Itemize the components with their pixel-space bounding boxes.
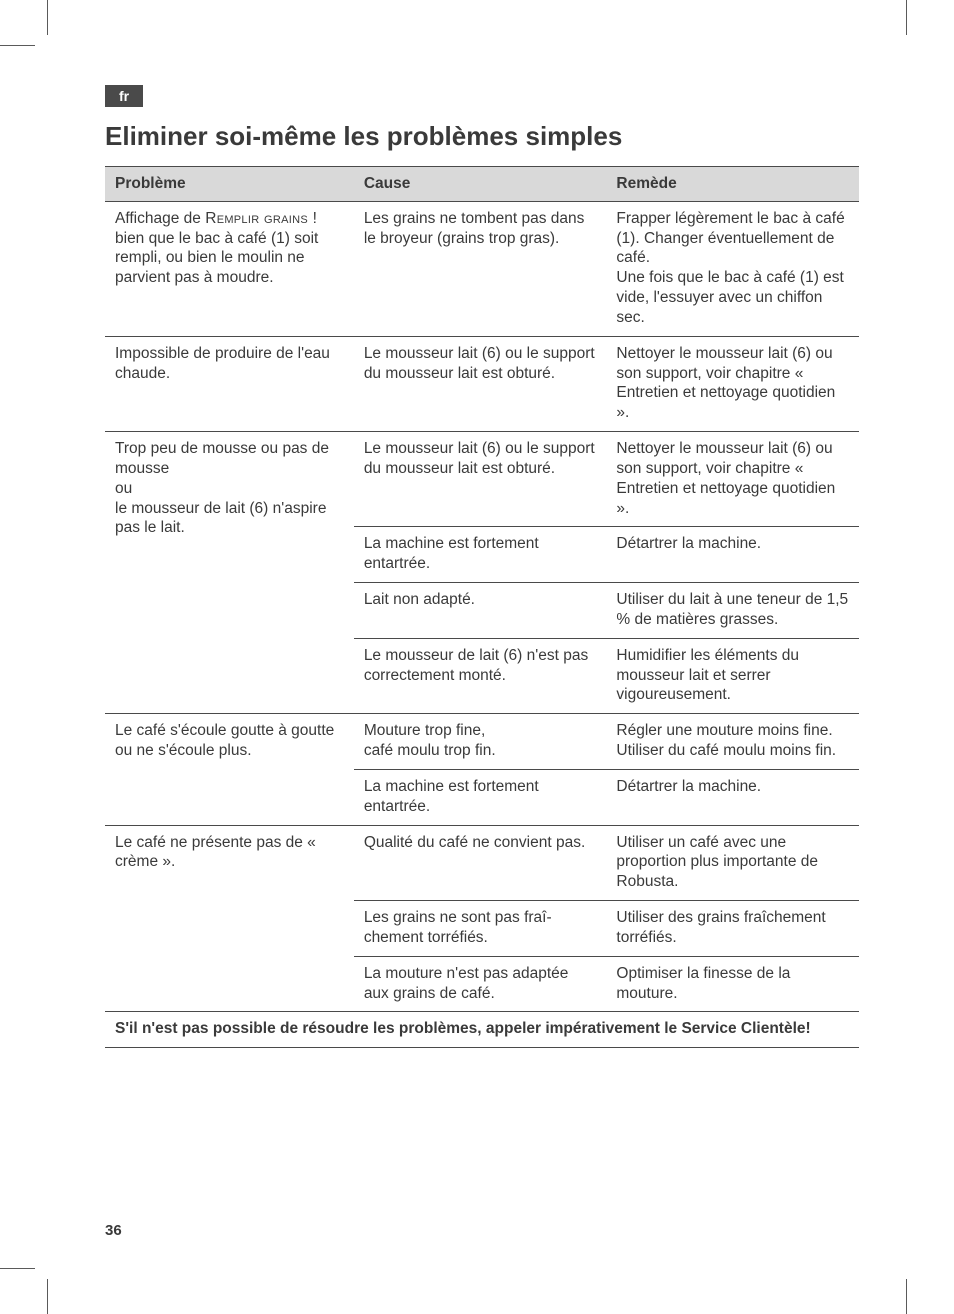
cell-remedy: Détartrer la machine. — [606, 769, 859, 825]
table-row: Le café s'écoule goutte à goutte ou ne s… — [105, 714, 859, 770]
cell-remedy: Régler une mouture moins fine. Utiliser … — [606, 714, 859, 770]
cell-cause: Mouture trop fine,café moulu trop fin. — [354, 714, 607, 770]
cell-cause: Les grains ne sont pas fraî­chement torr… — [354, 901, 607, 957]
cell-cause: Le mousseur lait (6) ou le support du mo… — [354, 336, 607, 431]
cell-remedy: Utiliser un café avec une proportion plu… — [606, 825, 859, 900]
cell-cause: Les grains ne tombent pas dans le broyeu… — [354, 201, 607, 336]
troubleshooting-table: Problème Cause Remède Affichage de Rempl… — [105, 166, 859, 1048]
cell-problem: Le café s'écoule goutte à goutte ou ne s… — [105, 714, 354, 825]
cell-cause: Le mousseur lait (6) ou le support du mo… — [354, 432, 607, 527]
cell-cause: Qualité du café ne convient pas. — [354, 825, 607, 900]
crop-mark — [0, 45, 35, 46]
cell-problem: Trop peu de mousse ou pas de mousseoule … — [105, 432, 354, 714]
cell-remedy: Utiliser du lait à une te­neur de 1,5 % … — [606, 583, 859, 639]
cell-cause: La machine est fortement entartrée. — [354, 769, 607, 825]
table-row: Impossible de produire de l'eau chaude.L… — [105, 336, 859, 431]
table-row: Le café ne présente pas de « crème ».Qua… — [105, 825, 859, 900]
page-title: Eliminer soi-même les problèmes simples — [105, 121, 859, 152]
col-header-cause: Cause — [354, 167, 607, 202]
display-message: Remplir grains ! — [205, 210, 317, 227]
cell-remedy: Humidifier les éléments du mousseur lait… — [606, 638, 859, 713]
crop-mark — [0, 1268, 35, 1269]
cell-cause: Le mousseur de lait (6) n'est pas correc… — [354, 638, 607, 713]
table-footer-note: S'il n'est pas possible de résoudre les … — [105, 1012, 859, 1048]
cell-cause: La machine est fortement entartrée. — [354, 527, 607, 583]
cell-remedy: Nettoyer le mousseur lait (6) ou son sup… — [606, 336, 859, 431]
cell-remedy: Nettoyer le mousseur lait (6) ou son sup… — [606, 432, 859, 527]
cell-remedy: Utiliser des grains fraîche­ment torréfi… — [606, 901, 859, 957]
col-header-remedy: Remède — [606, 167, 859, 202]
cell-problem: Impossible de produire de l'eau chaude. — [105, 336, 354, 431]
cell-remedy: Optimiser la finesse de la mouture. — [606, 956, 859, 1012]
cell-cause: La mouture n'est pas adap­tée aux grains… — [354, 956, 607, 1012]
crop-mark — [906, 1279, 907, 1314]
language-tab: fr — [105, 85, 143, 107]
cell-remedy: Frapper légèrement le bac à café (1). Ch… — [606, 201, 859, 336]
cell-problem: Le café ne présente pas de « crème ». — [105, 825, 354, 1012]
page-number: 36 — [105, 1222, 122, 1239]
manual-page: fr Eliminer soi-même les problèmes simpl… — [0, 0, 954, 1314]
cell-problem: Affichage de Remplir grains ! bien que l… — [105, 201, 354, 336]
table-row: Affichage de Remplir grains ! bien que l… — [105, 201, 859, 336]
cell-cause: Lait non adapté. — [354, 583, 607, 639]
crop-mark — [47, 1279, 48, 1314]
col-header-problem: Problème — [105, 167, 354, 202]
cell-remedy: Détartrer la machine. — [606, 527, 859, 583]
crop-mark — [47, 0, 48, 35]
table-row: Trop peu de mousse ou pas de mousseoule … — [105, 432, 859, 527]
crop-mark — [906, 0, 907, 35]
